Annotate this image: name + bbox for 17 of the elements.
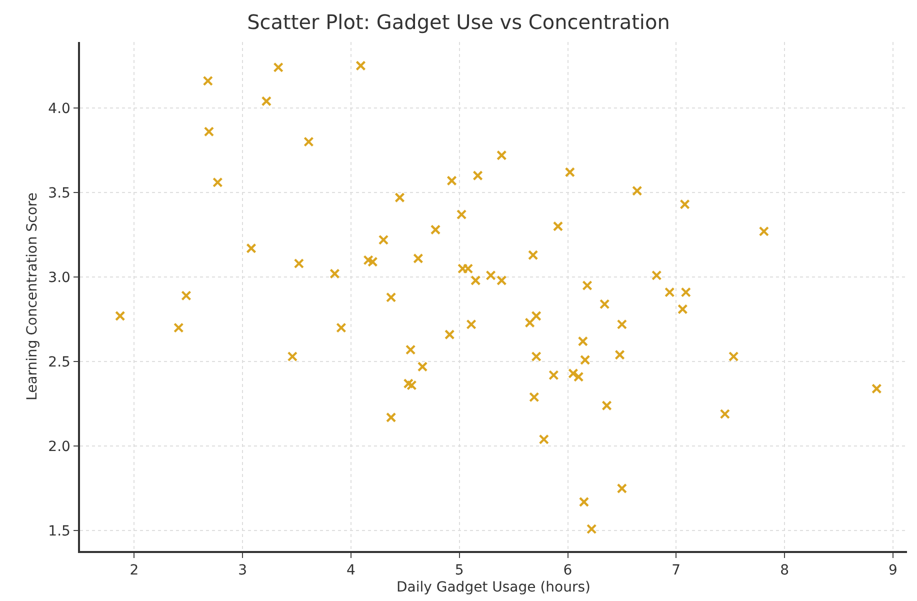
y-tick-label: 4.0	[48, 100, 70, 117]
x-tick-label: 7	[672, 562, 681, 579]
y-tick-label: 2.5	[48, 354, 70, 370]
chart-title: Scatter Plot: Gadget Use vs Concentration	[247, 10, 670, 34]
x-tick-label: 4	[346, 562, 356, 579]
y-tick-label: 2.0	[48, 439, 70, 456]
x-tick-label: 8	[780, 562, 789, 579]
x-tick-label: 2	[130, 562, 139, 579]
y-axis-title: Learning Concentration Score	[24, 192, 40, 400]
x-tick-label: 3	[238, 562, 248, 579]
y-tick-label: 3.0	[48, 270, 70, 286]
y-tick-label: 3.5	[48, 185, 70, 202]
x-axis-title: Daily Gadget Usage (hours)	[396, 579, 590, 596]
y-tick-label: 1.5	[48, 524, 70, 540]
x-tick-label: 9	[888, 562, 898, 579]
x-tick-label: 6	[563, 562, 572, 579]
x-tick-label: 5	[454, 562, 464, 579]
